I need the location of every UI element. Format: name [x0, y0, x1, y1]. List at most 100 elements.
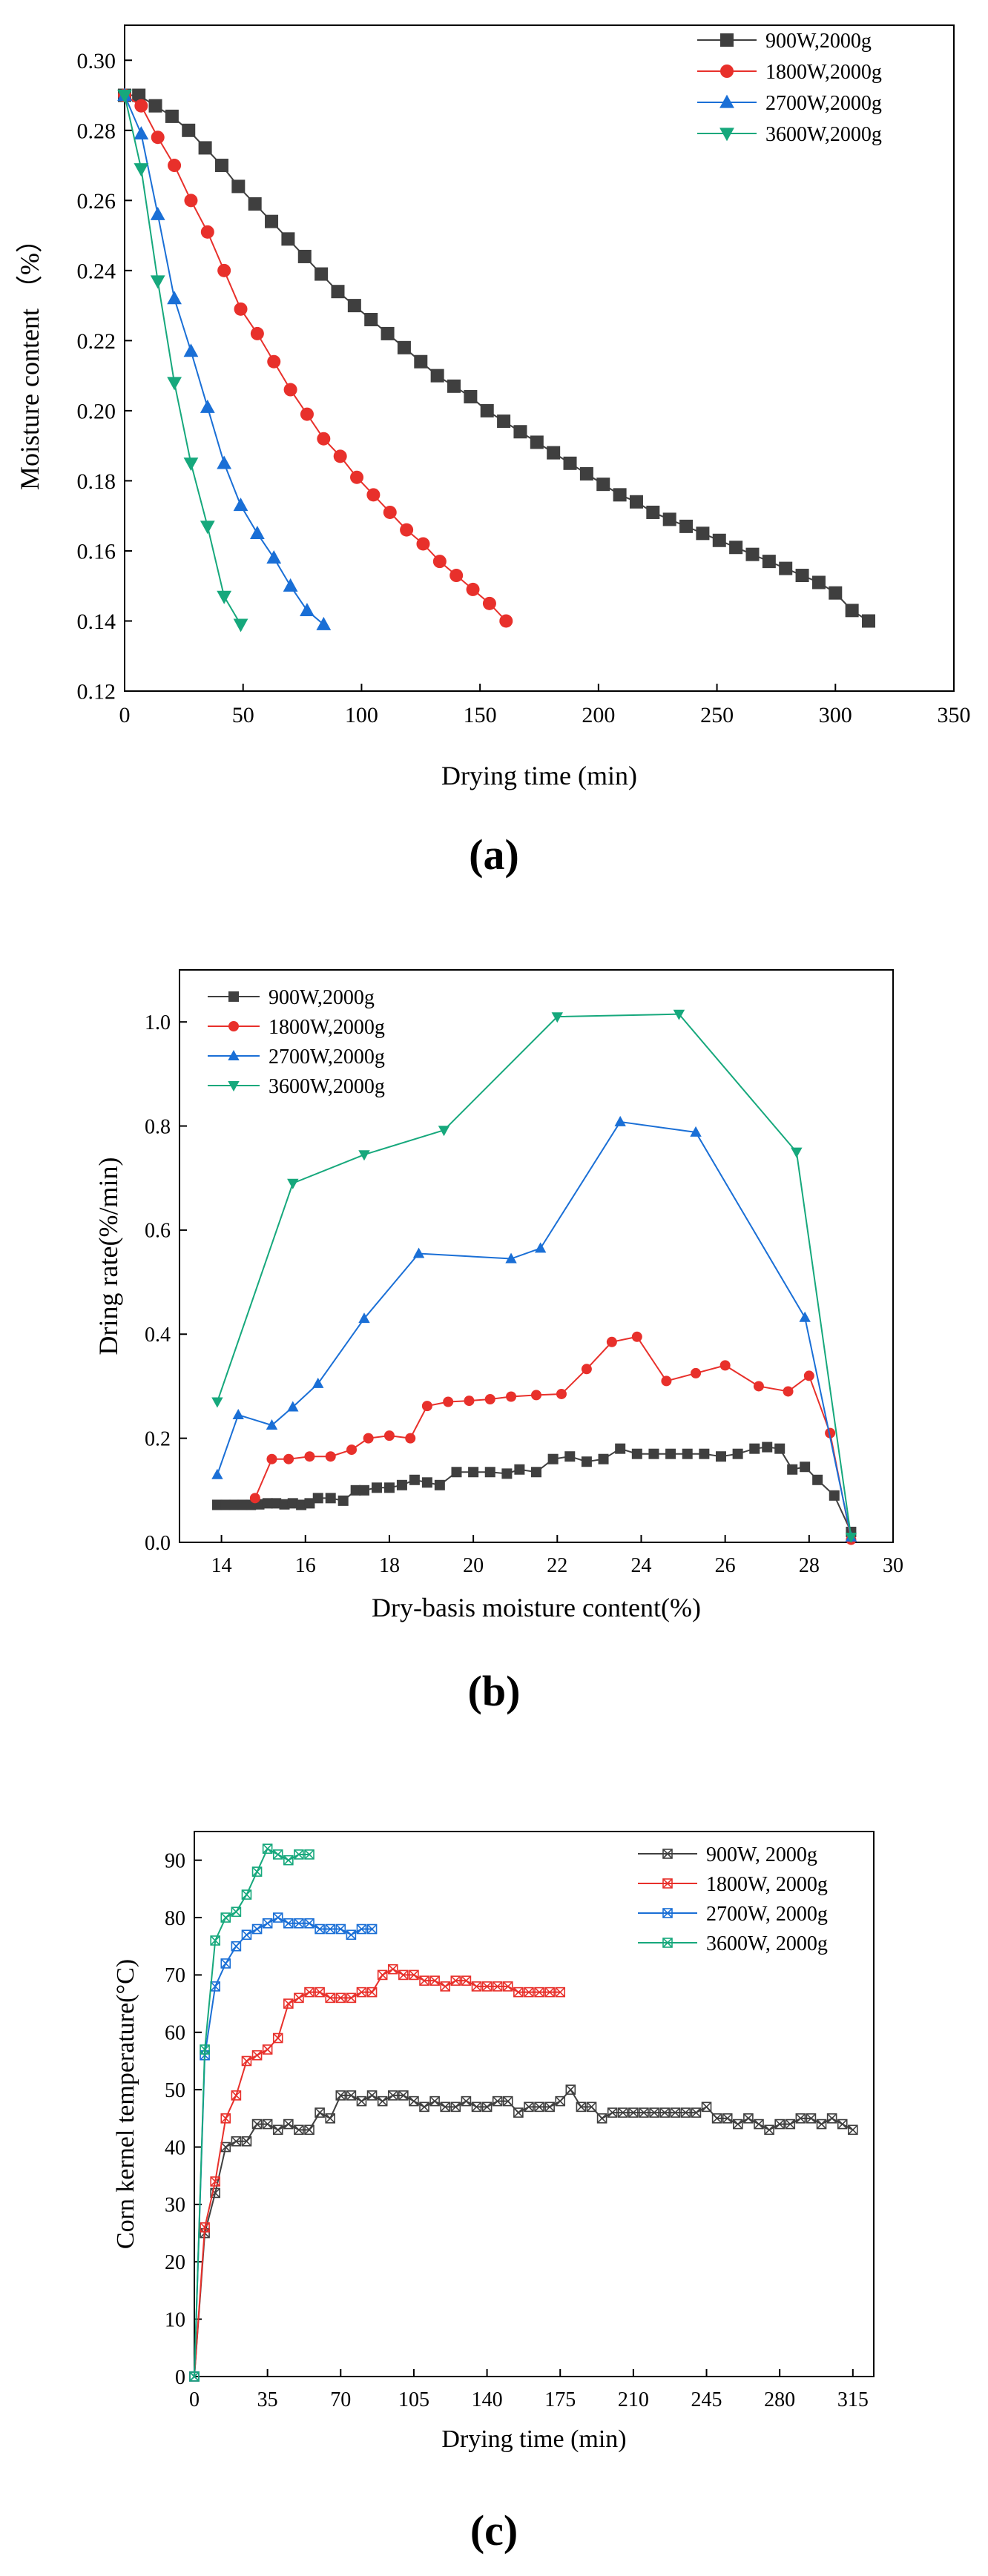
- data-point: [762, 555, 776, 569]
- series-line: [125, 94, 869, 622]
- data-point: [596, 478, 610, 492]
- data-point: [337, 1495, 349, 1506]
- data-point: [387, 2090, 398, 2101]
- data-point: [662, 512, 676, 526]
- data-point: [862, 614, 876, 628]
- data-point: [679, 519, 694, 533]
- data-point: [665, 1448, 676, 1459]
- data-point: [845, 604, 859, 618]
- data-point: [371, 1482, 382, 1493]
- y-tick-label: 90: [165, 1849, 185, 1872]
- data-point: [262, 1843, 273, 1855]
- data-point: [691, 1367, 702, 1378]
- data-point: [649, 2107, 659, 2118]
- data-point: [416, 537, 430, 551]
- panel-label: (a): [469, 830, 519, 879]
- data-point: [764, 2124, 774, 2136]
- legend-marker: [662, 1938, 673, 1948]
- x-tick-label: 18: [379, 1554, 400, 1577]
- data-point: [272, 1849, 283, 1860]
- data-point: [409, 1969, 419, 1981]
- data-point: [266, 1419, 278, 1430]
- data-point: [312, 1493, 323, 1504]
- legend-label: 2700W,2000g: [269, 1046, 385, 1069]
- data-point: [211, 1397, 223, 1408]
- data-point: [409, 2096, 419, 2107]
- legend-label: 2700W,2000g: [765, 92, 882, 115]
- x-tick-label: 28: [799, 1554, 820, 1577]
- data-point: [468, 1467, 479, 1478]
- data-point: [182, 123, 196, 137]
- data-point: [314, 1923, 325, 1935]
- data-point: [249, 525, 265, 539]
- x-tick-label: 24: [630, 1554, 651, 1577]
- data-point: [484, 1394, 495, 1404]
- data-point: [234, 302, 248, 316]
- y-tick-label: 0.14: [77, 610, 116, 634]
- data-point: [314, 1987, 325, 1998]
- data-point: [150, 275, 165, 289]
- x-tick-label: 30: [883, 1554, 903, 1577]
- data-point: [482, 596, 496, 610]
- series-2700w-2000g: [211, 1115, 857, 1542]
- data-point: [366, 1987, 378, 1998]
- data-point: [220, 1958, 231, 1969]
- data-point: [400, 523, 414, 537]
- data-point: [581, 1456, 592, 1467]
- data-point: [743, 2113, 754, 2124]
- data-point: [241, 2055, 252, 2067]
- data-point: [272, 2032, 283, 2044]
- series-line: [124, 95, 324, 625]
- data-point: [563, 456, 577, 470]
- x-tick-label: 280: [764, 2388, 795, 2411]
- series-900w-2000g: [211, 1441, 857, 1537]
- legend-marker: [228, 1049, 240, 1060]
- data-point: [231, 1906, 242, 1918]
- data-point: [419, 2101, 429, 2113]
- data-point: [241, 1929, 252, 1941]
- data-point: [279, 1499, 290, 1510]
- data-point: [217, 590, 232, 604]
- data-point: [233, 498, 248, 512]
- data-point: [544, 2101, 555, 2113]
- x-tick-label: 350: [938, 703, 971, 727]
- data-point: [366, 488, 381, 502]
- data-point: [356, 1923, 367, 1935]
- data-point: [249, 1493, 260, 1504]
- data-point: [346, 2090, 357, 2101]
- data-point: [719, 1360, 731, 1371]
- data-point: [774, 1443, 786, 1454]
- x-tick-label: 140: [472, 2388, 503, 2411]
- data-point: [787, 1464, 798, 1475]
- data-point: [217, 263, 231, 277]
- data-point: [228, 1499, 240, 1510]
- series-3600w-2000g: [117, 89, 248, 633]
- data-point: [356, 2096, 367, 2107]
- data-point: [287, 1401, 299, 1412]
- x-tick-label: 300: [819, 703, 852, 727]
- data-point: [200, 225, 214, 239]
- legend-label: 3600W,2000g: [269, 1075, 385, 1098]
- data-point: [210, 1935, 220, 1946]
- data-point: [347, 299, 361, 313]
- x-tick-label: 105: [398, 2388, 429, 2411]
- legend: 900W,2000g 1800W,2000g 2700W,2000g 3600W,20…: [697, 30, 882, 146]
- y-tick-label: 0.18: [77, 469, 116, 494]
- data-point: [617, 2107, 628, 2118]
- data-point: [335, 2090, 346, 2101]
- x-axis-label: Drying time (min): [441, 761, 637, 790]
- data-point: [547, 446, 561, 460]
- y-tick-label: 20: [165, 2251, 185, 2274]
- data-point: [346, 1992, 357, 2004]
- data-point: [434, 1479, 445, 1490]
- data-point: [513, 1987, 524, 1998]
- data-point: [312, 1377, 324, 1388]
- x-tick-label: 175: [544, 2388, 576, 2411]
- series-line: [254, 1335, 852, 1540]
- data-point: [534, 2101, 544, 2113]
- y-tick-label: 0.2: [145, 1427, 171, 1450]
- legend-label: 3600W,2000g: [765, 123, 882, 146]
- y-axis-label: Moisture content （%）: [15, 226, 45, 490]
- data-point: [749, 1443, 760, 1454]
- plot-frame: [179, 969, 894, 1543]
